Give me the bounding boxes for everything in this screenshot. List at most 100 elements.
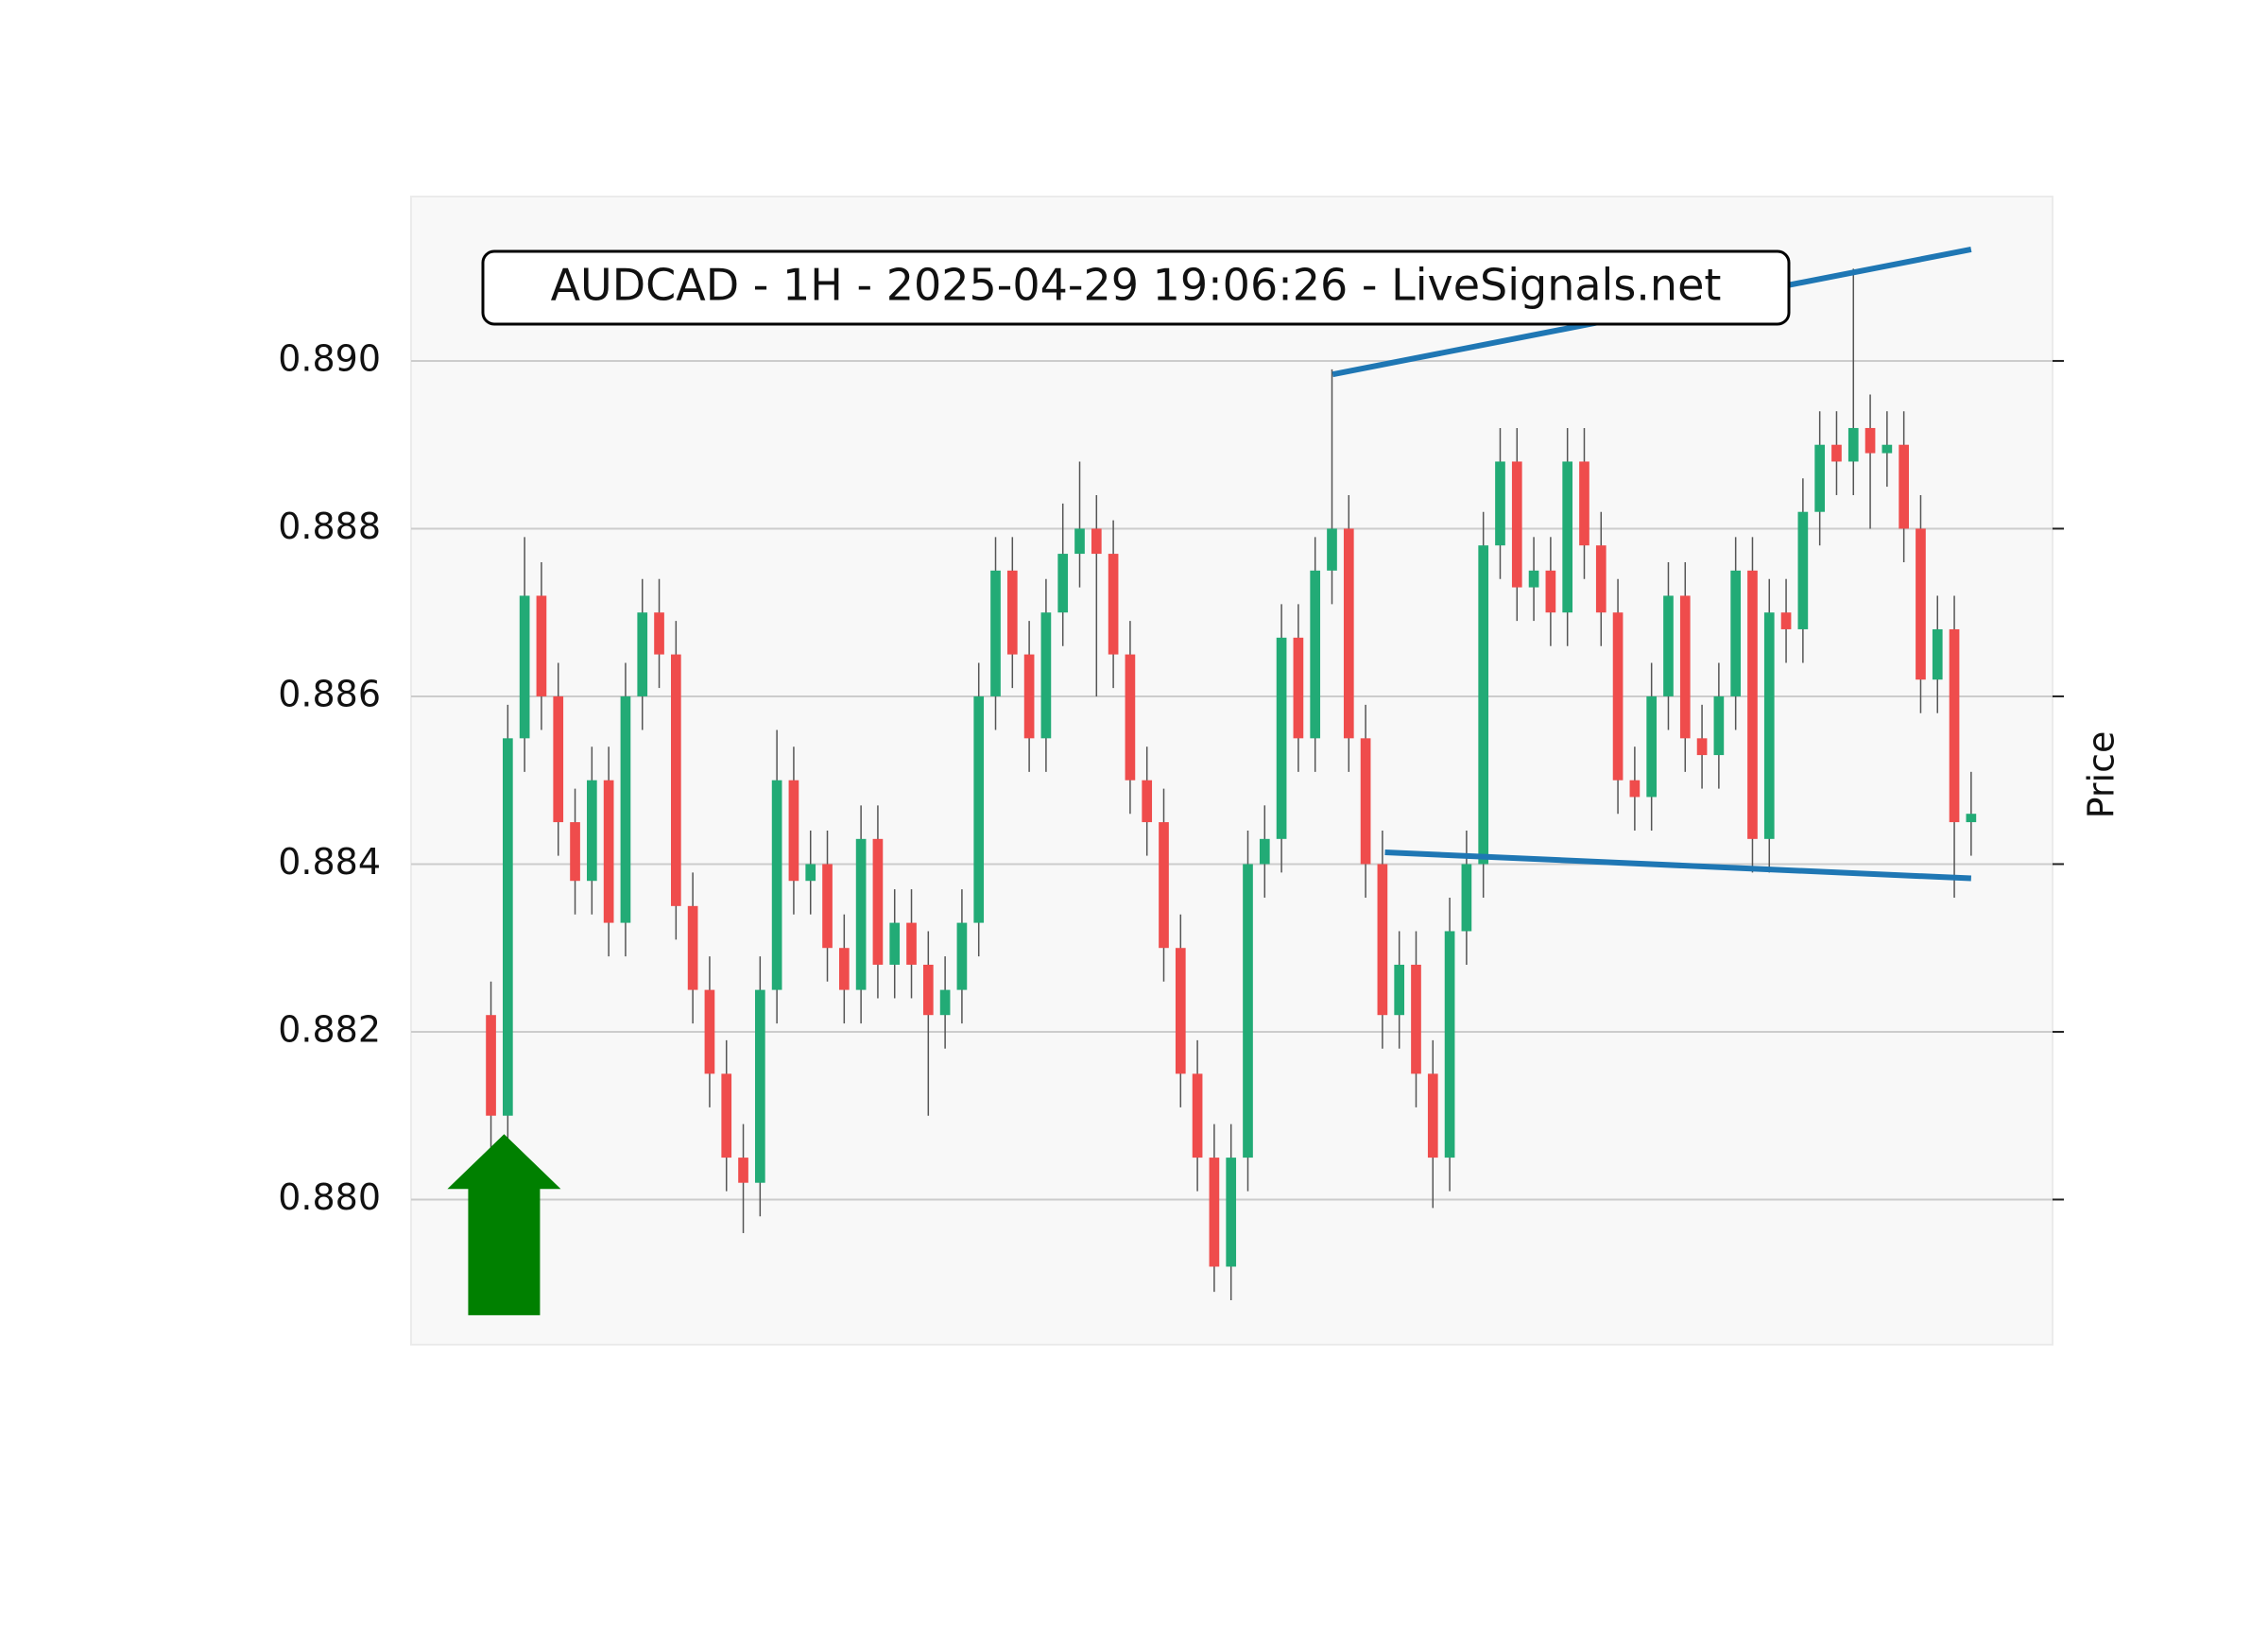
candle-body bbox=[721, 1073, 732, 1158]
candle-body bbox=[1142, 780, 1153, 823]
candle-body bbox=[570, 822, 580, 882]
candle-body bbox=[1276, 637, 1287, 839]
candle-body bbox=[922, 964, 934, 1016]
candle-body bbox=[1444, 931, 1455, 1158]
candle-body bbox=[1411, 964, 1421, 1074]
candle-body bbox=[586, 780, 597, 882]
y-tick-label: 0.880 bbox=[278, 1176, 381, 1218]
title-box bbox=[481, 249, 1791, 326]
candle-body bbox=[1646, 695, 1658, 798]
candle-body bbox=[1730, 570, 1742, 696]
candle-body bbox=[1293, 637, 1304, 739]
candle-body bbox=[754, 989, 765, 1183]
chart-title: AUDCAD - 1H - 2025-04-29 19:06:26 - Live… bbox=[551, 260, 1722, 311]
y-tick-label: 0.882 bbox=[278, 1008, 381, 1050]
candle-body bbox=[1528, 570, 1539, 588]
candle-body bbox=[620, 695, 631, 923]
candle-body bbox=[1074, 528, 1085, 555]
candle-body bbox=[1159, 822, 1169, 949]
candle-body bbox=[738, 1158, 748, 1183]
candle-body bbox=[838, 948, 850, 990]
candle-body bbox=[1780, 612, 1792, 629]
plot-area bbox=[410, 196, 2053, 1346]
candle-body bbox=[771, 780, 782, 990]
candle-body bbox=[1679, 595, 1691, 739]
candle-body bbox=[906, 922, 917, 965]
candle-body bbox=[1495, 461, 1505, 546]
candle-body bbox=[1797, 511, 1809, 629]
candle-body bbox=[1747, 570, 1758, 839]
candle-body bbox=[956, 922, 968, 990]
candle-body bbox=[1226, 1158, 1237, 1267]
candle-body bbox=[855, 838, 867, 990]
candle-body bbox=[503, 738, 513, 1116]
signal-arrow bbox=[447, 1134, 561, 1315]
candle-body bbox=[1814, 444, 1826, 512]
candle-body bbox=[1461, 864, 1472, 932]
candle-body bbox=[1360, 738, 1371, 865]
candle-body bbox=[1562, 461, 1573, 613]
candle-body bbox=[1394, 964, 1405, 1016]
candle-body bbox=[536, 595, 547, 696]
candle-body bbox=[1427, 1073, 1438, 1158]
candle-body bbox=[1057, 554, 1069, 613]
candle-body bbox=[486, 1015, 496, 1116]
candle-body bbox=[1696, 738, 1708, 756]
candle-body bbox=[1125, 654, 1136, 781]
candle-body bbox=[1040, 612, 1052, 739]
candle-body bbox=[1209, 1158, 1220, 1267]
candle-body bbox=[805, 864, 816, 882]
candle-body bbox=[1192, 1073, 1203, 1158]
candle-body bbox=[687, 905, 698, 990]
candle-body bbox=[1932, 628, 1943, 680]
candle-body bbox=[939, 989, 951, 1016]
y-tick-label: 0.884 bbox=[278, 841, 381, 883]
candle-body bbox=[654, 612, 664, 655]
candle-body bbox=[1006, 570, 1018, 655]
y-tick-label: 0.886 bbox=[278, 673, 381, 714]
candle-body bbox=[990, 570, 1001, 696]
candle-body bbox=[1916, 528, 1926, 680]
candle-body bbox=[1831, 444, 1842, 462]
candle-body bbox=[1864, 427, 1876, 454]
y-tick-label: 0.890 bbox=[278, 337, 381, 379]
candle-body bbox=[1243, 864, 1253, 1158]
candles bbox=[486, 268, 1977, 1300]
candle-body bbox=[1175, 948, 1186, 1074]
y-tick-label: 0.888 bbox=[278, 506, 381, 547]
candle-body bbox=[1310, 570, 1321, 739]
candle-body bbox=[1377, 864, 1388, 1016]
candle-body bbox=[889, 922, 901, 965]
candle-body bbox=[1629, 780, 1641, 798]
candle-body bbox=[872, 838, 884, 965]
candle-body bbox=[1327, 528, 1337, 571]
candle-body bbox=[1881, 444, 1893, 454]
grid: 0.880 0.882 0.884 0.886 0.888 0.890 bbox=[278, 337, 2064, 1218]
candle-body bbox=[1949, 628, 1960, 823]
y-axis-label: Price bbox=[2081, 731, 2122, 819]
candle-body bbox=[704, 989, 715, 1074]
candle-body bbox=[788, 780, 799, 882]
candle-body bbox=[822, 864, 833, 949]
candle-body bbox=[1966, 814, 1977, 823]
overlay: AUDCAD - 1H - 2025-04-29 19:06:26 - Live… bbox=[447, 246, 1972, 1315]
candle-body bbox=[1091, 528, 1102, 555]
candle-body bbox=[1108, 554, 1119, 655]
candle-body bbox=[1763, 612, 1775, 839]
candle-body bbox=[637, 612, 648, 696]
candle-body bbox=[1343, 528, 1354, 739]
candle-body bbox=[1579, 461, 1589, 546]
candle-body bbox=[973, 695, 985, 923]
candle-body bbox=[1612, 612, 1624, 781]
candle-body bbox=[1663, 595, 1674, 696]
candle-body bbox=[1023, 654, 1035, 739]
candle-body bbox=[603, 780, 614, 923]
candle-body bbox=[1713, 695, 1725, 756]
candle-body bbox=[1899, 444, 1909, 529]
candle-body bbox=[1511, 461, 1522, 588]
candle-body bbox=[1595, 545, 1606, 613]
candle-body bbox=[553, 695, 564, 823]
candle-body bbox=[1478, 545, 1489, 865]
